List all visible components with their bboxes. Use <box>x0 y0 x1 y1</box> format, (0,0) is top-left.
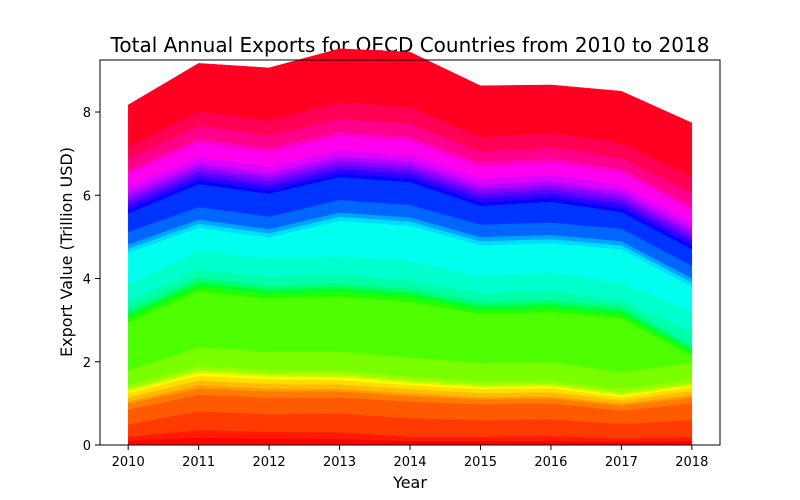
x-axis-label: Year <box>392 473 427 492</box>
x-tick-label: 2017 <box>605 455 638 470</box>
y-tick-label: 0 <box>83 439 91 454</box>
plot-frame <box>99 59 721 446</box>
area-layers <box>127 48 693 446</box>
y-tick-label: 4 <box>83 273 91 288</box>
y-tick-label: 8 <box>83 106 91 121</box>
y-axis-label: Export Value (Trillion USD) <box>57 147 76 357</box>
x-tick-label: 2013 <box>323 455 356 470</box>
y-tick-label: 6 <box>83 189 91 204</box>
area-series-34 <box>127 48 693 177</box>
x-axis-ticks: 2010 2011 2012 2013 2014 2015 2016 2017 2018 <box>112 445 708 470</box>
x-tick-label: 2015 <box>464 455 497 470</box>
y-axis-ticks: 0 2 4 6 8 <box>83 106 100 454</box>
x-tick-label: 2011 <box>182 455 215 470</box>
x-tick-label: 2010 <box>112 455 145 470</box>
x-tick-label: 2012 <box>253 455 286 470</box>
y-tick-label: 2 <box>83 356 91 371</box>
x-tick-label: 2016 <box>534 455 567 470</box>
x-tick-label: 2014 <box>393 455 426 470</box>
x-tick-label: 2018 <box>675 455 708 470</box>
